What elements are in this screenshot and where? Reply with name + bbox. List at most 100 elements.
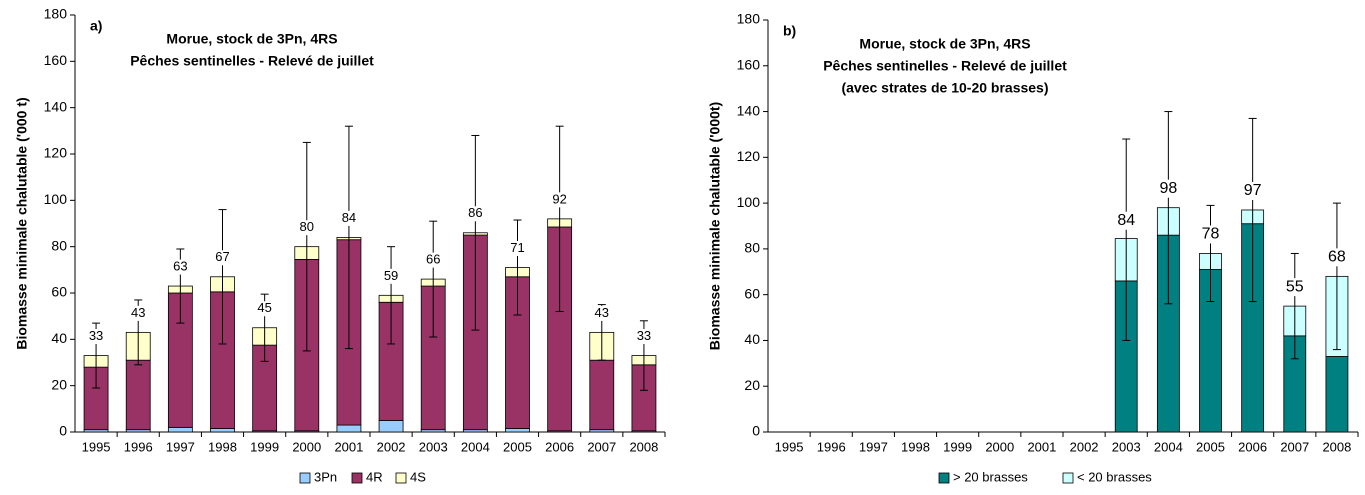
legend-label: 4S <box>410 469 426 484</box>
x-tick-label: 2000 <box>985 439 1014 454</box>
label-bg <box>335 210 362 226</box>
x-tick-label: 2008 <box>1322 439 1351 454</box>
x-tick-label: 2001 <box>334 439 363 454</box>
x-tick-label: 2001 <box>1027 439 1056 454</box>
y-tick-label: 80 <box>744 240 760 256</box>
legend-swatch <box>351 472 363 484</box>
total-label: 84 <box>1117 212 1135 229</box>
label-bg <box>83 329 110 345</box>
panel-label: b) <box>783 23 796 39</box>
y-tick-label: 120 <box>44 145 68 161</box>
bar-segment <box>1325 356 1349 433</box>
y-tick-label: 160 <box>737 56 761 72</box>
legend-swatch <box>938 472 950 484</box>
label-bg <box>1194 225 1227 244</box>
x-tick-label: 2005 <box>1196 439 1225 454</box>
y-axis-label: Biomasse minimale chalutable ('000t) <box>707 102 723 350</box>
y-axis-label: Biomasse minimale chalutable ('000 t) <box>14 97 30 349</box>
legend-label: > 20 brasses <box>953 469 1028 484</box>
x-tick-label: 2002 <box>1070 439 1099 454</box>
x-tick-label: 1998 <box>208 439 237 454</box>
label-bg <box>1320 248 1353 267</box>
legend-label: 4R <box>366 469 383 484</box>
y-tick-label: 100 <box>44 191 68 207</box>
x-tick-label: 2004 <box>461 439 490 454</box>
y-tick-label: 20 <box>744 377 760 393</box>
label-bg <box>125 305 152 321</box>
x-tick-label: 1995 <box>82 439 111 454</box>
label-bg <box>1236 181 1269 200</box>
y-tick-label: 60 <box>744 285 760 301</box>
chart-title: Pêches sentinelles - Relevé de juillet <box>823 58 1067 74</box>
total-label: 97 <box>1244 182 1262 199</box>
label-bg <box>167 259 194 275</box>
bar-segment <box>505 428 530 433</box>
x-tick-label: 1996 <box>124 439 153 454</box>
y-tick-label: 80 <box>51 237 67 253</box>
label-bg <box>293 220 320 236</box>
x-tick-label: 1998 <box>901 439 930 454</box>
label-bg <box>1110 211 1143 230</box>
bar-segment <box>167 426 193 433</box>
y-tick-label: 140 <box>737 102 761 118</box>
total-label: 98 <box>1159 180 1177 197</box>
x-tick-label: 2003 <box>1112 439 1141 454</box>
y-tick-label: 0 <box>59 423 67 439</box>
label-bg <box>378 268 405 284</box>
bar-segment <box>125 359 151 431</box>
y-tick-label: 120 <box>737 148 761 164</box>
y-tick-label: 20 <box>51 376 67 392</box>
total-label: 43 <box>595 305 609 320</box>
total-label: 43 <box>131 305 145 320</box>
x-tick-label: 2007 <box>1280 439 1309 454</box>
label-bg <box>546 192 573 208</box>
legend-label: 3Pn <box>314 469 337 484</box>
bar-segment <box>336 424 362 433</box>
label-bg <box>462 206 489 222</box>
bar-segment <box>378 420 404 433</box>
label-bg <box>1152 179 1185 198</box>
x-tick-label: 2005 <box>503 439 532 454</box>
total-label: 71 <box>510 240 524 255</box>
bar-segment <box>589 359 615 431</box>
total-label: 45 <box>257 300 271 315</box>
legend-swatch <box>1062 472 1074 484</box>
x-tick-label: 1999 <box>943 439 972 454</box>
y-tick-label: 160 <box>44 52 68 68</box>
label-bg <box>209 250 236 266</box>
total-label: 33 <box>89 328 103 343</box>
label-bg <box>588 305 615 321</box>
label-bg <box>1278 278 1311 297</box>
x-tick-label: 2006 <box>1238 439 1267 454</box>
y-tick-label: 100 <box>737 194 761 210</box>
chart-title: (avec strates de 10-20 brasses) <box>841 80 1048 96</box>
legend-label: < 20 brasses <box>1077 469 1152 484</box>
x-tick-label: 1995 <box>775 439 804 454</box>
y-tick-label: 180 <box>44 6 68 22</box>
label-bg <box>420 252 447 268</box>
total-label: 68 <box>1328 249 1346 266</box>
x-tick-label: 1999 <box>250 439 279 454</box>
y-tick-label: 180 <box>737 11 761 27</box>
total-label: 59 <box>384 268 398 283</box>
y-tick-label: 60 <box>51 284 67 300</box>
total-label: 86 <box>468 205 482 220</box>
total-label: 78 <box>1202 226 1220 243</box>
y-tick-label: 140 <box>44 98 68 114</box>
total-label: 92 <box>552 191 566 206</box>
panel-label: a) <box>90 18 102 34</box>
total-label: 84 <box>342 210 356 225</box>
x-tick-label: 2006 <box>545 439 574 454</box>
total-label: 80 <box>300 219 314 234</box>
chart-title: Morue, stock de 3Pn, 4RS <box>166 31 337 47</box>
x-tick-label: 2002 <box>377 439 406 454</box>
chart-title: Morue, stock de 3Pn, 4RS <box>859 36 1030 52</box>
label-bg <box>504 241 531 257</box>
x-tick-label: 2004 <box>1154 439 1183 454</box>
x-tick-label: 1997 <box>859 439 888 454</box>
total-label: 67 <box>215 249 229 264</box>
x-tick-label: 1997 <box>166 439 195 454</box>
x-tick-label: 1996 <box>817 439 846 454</box>
total-label: 55 <box>1286 278 1304 295</box>
